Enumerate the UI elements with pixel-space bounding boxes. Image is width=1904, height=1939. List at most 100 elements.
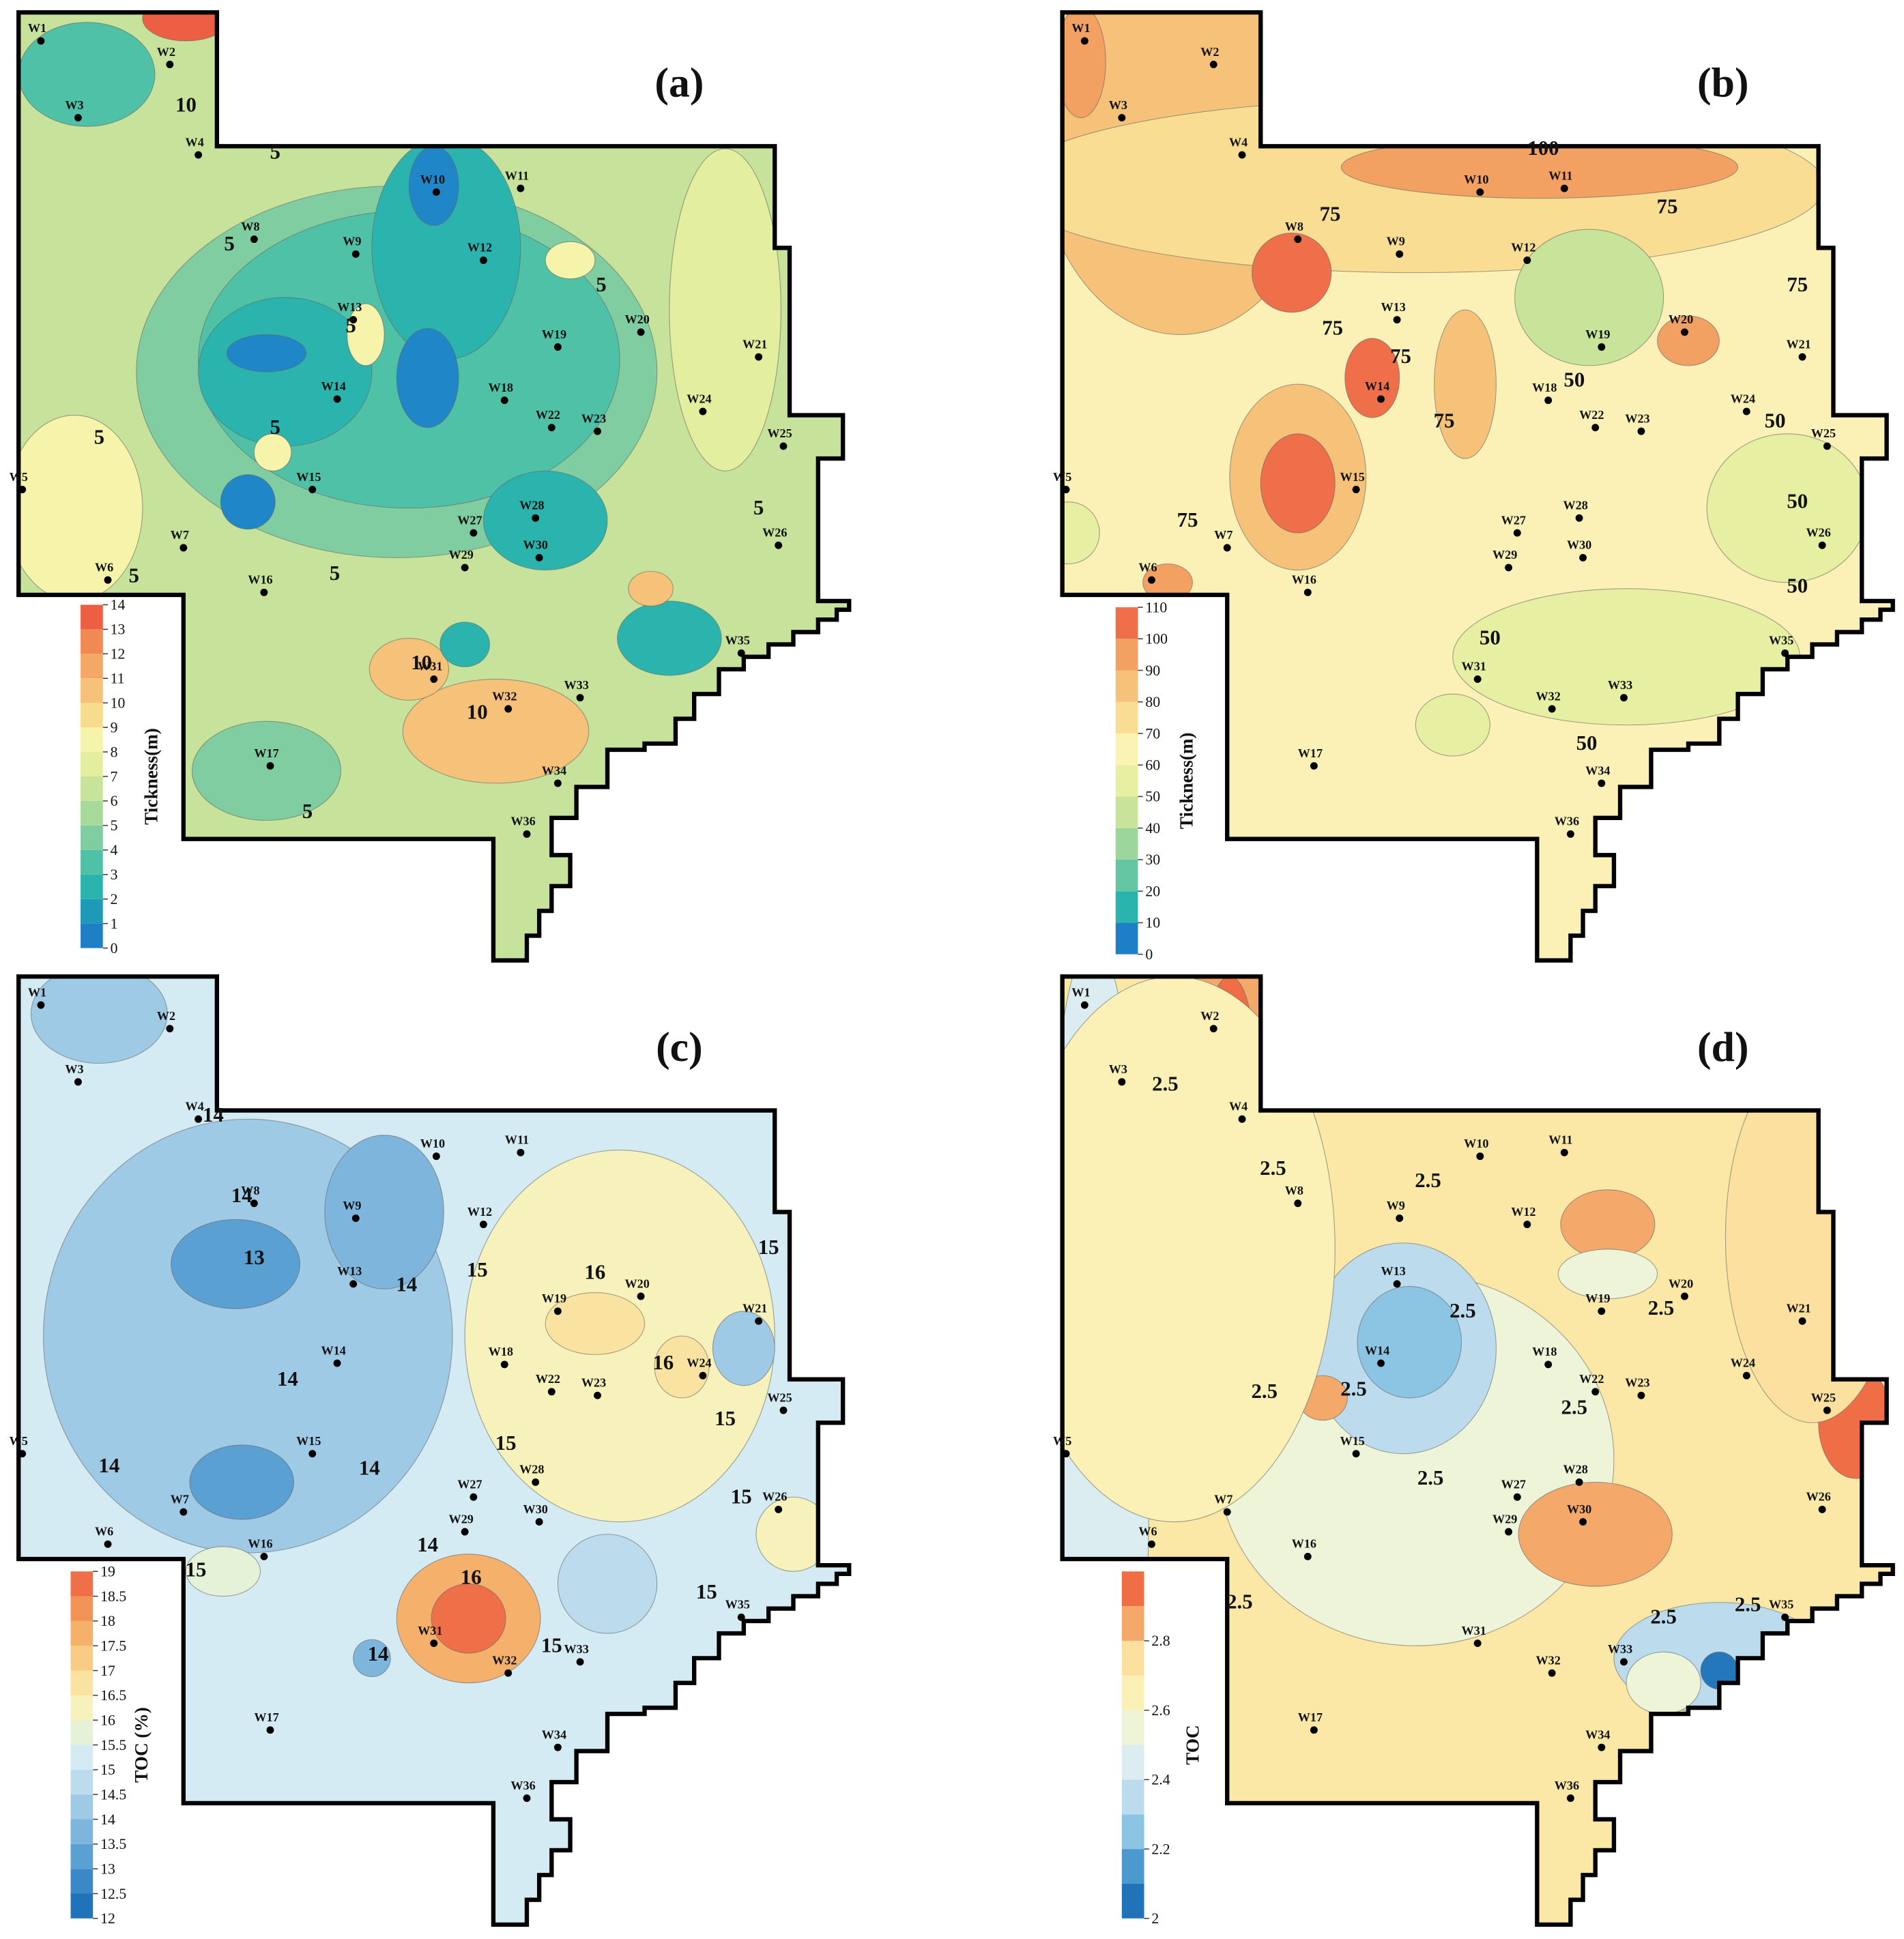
well-label: W36 — [510, 1779, 535, 1792]
well-label: W29 — [1492, 1512, 1517, 1526]
contour-label: 5 — [224, 231, 234, 255]
well-marker — [1523, 257, 1531, 264]
colorbar-band — [1115, 859, 1138, 892]
well-marker — [250, 1199, 258, 1208]
well-label: W9 — [1387, 235, 1405, 248]
contour-zone — [189, 1444, 295, 1520]
contour-label: 14 — [203, 1103, 224, 1126]
well-marker — [461, 564, 469, 572]
contour-label: 50 — [1480, 626, 1501, 650]
colorbar-band — [70, 1720, 93, 1745]
well-label: W19 — [1585, 1292, 1610, 1305]
contour-zone — [402, 678, 590, 784]
colorbar-tick-label: 2.4 — [1151, 1772, 1170, 1788]
well-marker — [1681, 328, 1688, 336]
contour-zone — [482, 470, 608, 571]
contour-zone — [545, 1292, 646, 1355]
well-label: W16 — [1292, 1537, 1316, 1551]
contour-label: 50 — [1787, 489, 1808, 513]
well-marker — [194, 151, 203, 159]
well-marker — [517, 184, 525, 192]
well-marker — [1118, 114, 1126, 122]
colorbar-band — [1121, 1571, 1144, 1607]
well-marker — [1473, 675, 1482, 683]
well-label: W28 — [1563, 1463, 1587, 1476]
well-marker — [260, 588, 268, 596]
contour-label: 5 — [302, 799, 313, 823]
well-label: W18 — [489, 1345, 513, 1358]
well-marker — [1238, 1115, 1246, 1123]
well-marker — [1798, 353, 1806, 361]
colorbar-tick-label: 15 — [100, 1762, 115, 1778]
well-label: W19 — [1585, 327, 1610, 341]
colorbar-tick-label: 50 — [1145, 789, 1160, 805]
well-label: W11 — [1548, 169, 1572, 182]
contour-zone — [220, 474, 276, 530]
well-label: W13 — [1381, 1264, 1405, 1278]
well-label: W10 — [1464, 173, 1488, 186]
colorbar-band — [1115, 639, 1138, 671]
well-marker — [1544, 1360, 1553, 1369]
colorbar: 2 2.2 2.4 2.6 2.8 TOC — [1121, 1571, 1202, 1927]
contour-zone — [353, 1639, 391, 1678]
colorbar-tick-label: 20 — [1145, 883, 1160, 899]
well-marker — [1598, 1307, 1606, 1315]
well-marker — [1294, 235, 1302, 244]
well-marker — [479, 1221, 487, 1229]
colorbar-band — [70, 1745, 93, 1770]
well-label: W33 — [564, 1642, 588, 1656]
contour-label: 15 — [715, 1406, 736, 1430]
well-marker — [432, 1152, 440, 1161]
contour-zone — [439, 622, 491, 667]
colorbar-band — [70, 1646, 93, 1671]
well-label: W24 — [687, 1356, 711, 1370]
well-label: W6 — [95, 1525, 113, 1539]
well-label: W10 — [420, 1137, 445, 1150]
well-marker — [1681, 1292, 1688, 1300]
well-marker — [1505, 564, 1513, 572]
well-marker — [1637, 1391, 1645, 1399]
well-marker — [1513, 1493, 1521, 1501]
well-label: W34 — [542, 763, 566, 777]
well-label: W26 — [762, 526, 787, 540]
well-marker — [1781, 1613, 1789, 1621]
colorbar-tick-label: 12 — [111, 646, 126, 662]
well-label: W19 — [542, 1292, 566, 1305]
well-marker — [504, 705, 513, 713]
contour-zone — [1344, 338, 1400, 418]
well-label: W31 — [418, 660, 442, 673]
well-marker — [504, 1669, 513, 1677]
well-marker — [1798, 1317, 1806, 1325]
well-label: W35 — [725, 1598, 750, 1612]
well-label: W36 — [1555, 815, 1579, 828]
well-marker — [470, 1493, 478, 1501]
well-marker — [104, 576, 112, 584]
contour-label: 50 — [1563, 368, 1585, 392]
contour-zone — [253, 433, 292, 471]
well-label: W14 — [1365, 379, 1389, 393]
well-label: W9 — [343, 235, 361, 248]
well-marker — [594, 1391, 601, 1399]
well-label: W22 — [536, 408, 560, 422]
colorbar-band — [70, 1571, 93, 1597]
contour-label: 50 — [1765, 409, 1786, 433]
well-marker — [1566, 830, 1574, 838]
colorbar-band — [81, 923, 103, 948]
panel-label: (c) — [656, 1024, 703, 1070]
well-marker — [500, 396, 508, 405]
well-marker — [461, 1528, 469, 1536]
colorbar-tick-label: 12 — [100, 1910, 115, 1927]
well-label: W24 — [687, 392, 711, 405]
well-marker — [1579, 1518, 1587, 1526]
colorbar-band — [1121, 1710, 1144, 1745]
well-marker — [755, 353, 763, 361]
colorbar-tick-label: 17 — [100, 1663, 115, 1679]
contour-label: 50 — [1787, 573, 1808, 597]
well-marker — [1310, 762, 1318, 770]
well-marker — [1476, 188, 1484, 196]
well-label: W7 — [171, 1492, 189, 1506]
well-marker — [637, 328, 645, 336]
colorbar-tick-label: 90 — [1145, 662, 1160, 679]
well-marker — [18, 486, 27, 493]
